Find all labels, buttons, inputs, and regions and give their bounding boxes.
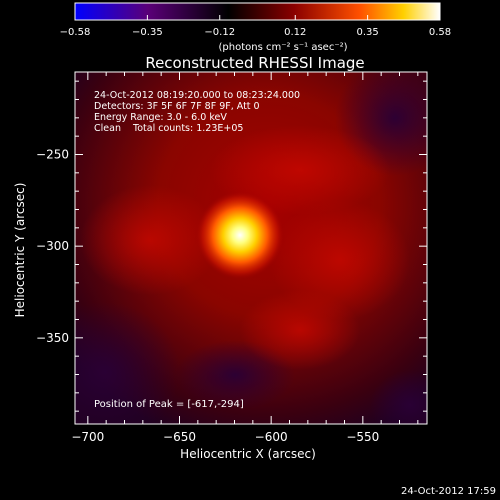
y-tick-label: −300 [36,239,69,253]
colorbar-gradient [75,3,440,20]
peak-position-label: Position of Peak = [-617,-294] [94,399,244,410]
x-tick-label: −650 [163,430,196,444]
colorbar-tick-label: 0.58 [429,27,451,38]
dim-region-bottom-left [75,302,180,424]
plot-frame [74,71,428,425]
x-tick-label: −550 [346,430,379,444]
colorbar-tick-label: −0.58 [60,27,91,38]
plot-timestamp: 24-Oct-2012 17:59 [401,486,496,497]
dim-region-bottom-right [370,370,427,424]
emission-lobe-upper [210,125,390,215]
annotation-energy-range: Energy Range: 3.0 - 6.0 keV [94,112,227,123]
colorbar-tick-label: 0.12 [284,27,306,38]
y-axis-label: Heliocentric Y (arcsec) [13,183,27,318]
x-axis-label: Heliocentric X (arcsec) [180,447,316,461]
colorbar-tick-label: −0.12 [204,27,235,38]
heatmap-image [75,72,427,424]
annotation-clean-counts: Clean Total counts: 1.23E+05 [94,123,243,134]
peak-source [196,191,284,280]
y-tick-label: −350 [36,331,69,345]
colorbar-tick-label: −0.35 [132,27,163,38]
y-tick-label: −250 [36,148,69,162]
x-tick-label: −600 [255,430,288,444]
colorbar-tick-label: 0.35 [356,27,378,38]
info-annotations: 24-Oct-2012 08:19:20.000 to 08:23:24.000… [94,90,300,410]
emission-lobe-right [270,200,410,320]
emission-lobe-left [80,185,220,295]
annotation-time-range: 24-Oct-2012 08:19:20.000 to 08:23:24.000 [94,90,300,101]
colorbar-ticks: −0.58 −0.35 −0.12 0.12 0.35 0.58 [60,15,451,38]
x-axis-ticks: −700 −650 −600 −550 [71,72,419,444]
y-axis-ticks: −250 −300 −350 [36,80,427,412]
chart-title: Reconstructed RHESSI Image [145,54,364,72]
colorbar-frame [74,2,441,21]
x-tick-label: −700 [71,430,104,444]
colorbar: −0.58 −0.35 −0.12 0.12 0.35 0.58 (photons cm⁻… [60,2,451,53]
colorbar-unit-label: (photons cm⁻² s⁻¹ asec⁻²) [218,42,347,53]
annotation-detectors: Detectors: 3F 5F 6F 7F 8F 9F, Att 0 [94,101,260,112]
emission-lobe-lower [240,290,360,370]
